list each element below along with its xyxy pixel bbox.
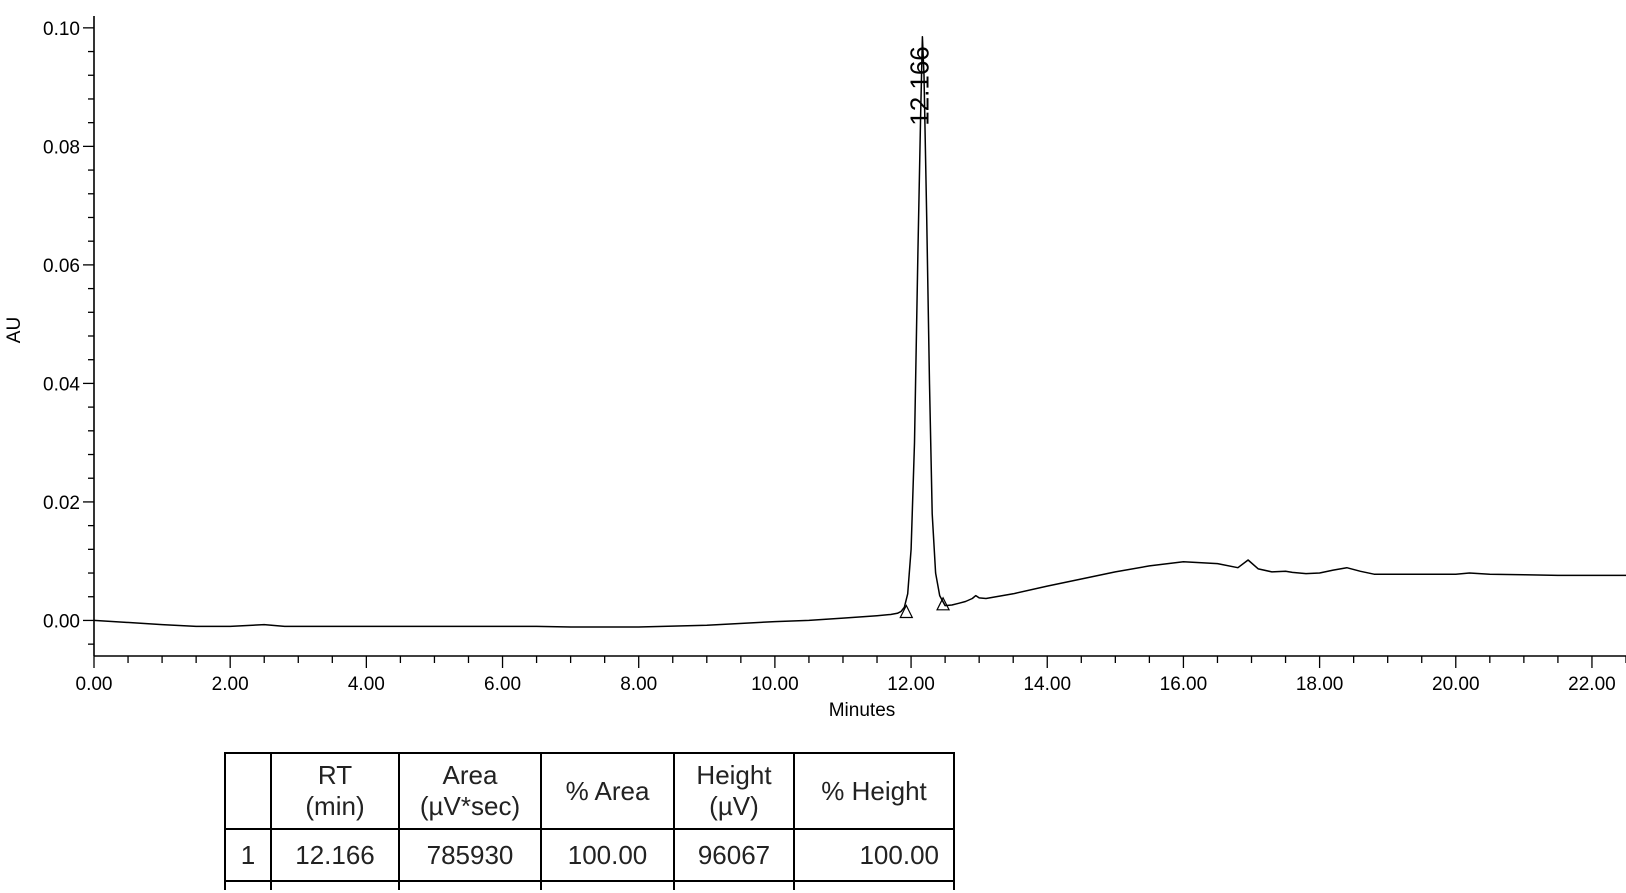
- header-pct-height: % Height: [793, 752, 955, 830]
- baseline-marker: [936, 596, 951, 611]
- x-tick-label: 12.00: [887, 674, 935, 695]
- x-tick-label: 8.00: [620, 674, 657, 695]
- header-rt: RT (min): [270, 752, 400, 830]
- y-tick-label: 0.04: [43, 374, 80, 395]
- cell-index: 1: [224, 828, 272, 882]
- x-tick-label: 14.00: [1023, 674, 1071, 695]
- x-tick-label: 10.00: [751, 674, 799, 695]
- cell-empty: [270, 880, 400, 890]
- trace-layer: [93, 35, 1626, 628]
- header-pct-area-text: % Area: [565, 775, 650, 806]
- chromatogram-trace: [93, 35, 1626, 628]
- axis-ticks: [83, 27, 1626, 668]
- cell-area: 785930: [398, 828, 542, 882]
- x-tick-label: 0.00: [76, 674, 113, 695]
- header-pct-area: % Area: [540, 752, 675, 830]
- cell-pct-area: 100.00: [540, 828, 675, 882]
- baseline-marker: [899, 604, 914, 619]
- axes: [93, 16, 1626, 657]
- x-tick-label: 22.00: [1568, 674, 1616, 695]
- x-axis-title: Minutes: [829, 700, 896, 721]
- cell-empty: [793, 880, 955, 890]
- header-area: Area (µV*sec): [398, 752, 542, 830]
- cell-rt: 12.166: [270, 828, 400, 882]
- peak-label: 12.166: [904, 46, 934, 126]
- header-area-line1: Area: [442, 760, 498, 790]
- header-area-line2: (µV*sec): [419, 791, 521, 821]
- y-axis-title: AU: [4, 317, 25, 343]
- y-tick-label: 0.06: [43, 256, 80, 277]
- header-rt-line1: RT: [317, 760, 353, 790]
- cell-empty: [540, 880, 675, 890]
- peak-table: RT (min) Area (µV*sec) % Area Height (µV…: [224, 752, 955, 890]
- x-tick-label: 16.00: [1160, 674, 1208, 695]
- cell-height: 96067: [673, 828, 795, 882]
- cell-empty: [673, 880, 795, 890]
- x-tick-label: 4.00: [348, 674, 385, 695]
- table-row-continuation: [224, 880, 955, 890]
- header-height: Height (µV): [673, 752, 795, 830]
- header-height-line2: (µV): [709, 791, 759, 821]
- table-row: 1 12.166 785930 100.00 96067 100.00: [224, 828, 955, 882]
- x-tick-label: 6.00: [484, 674, 521, 695]
- header-rt-line2: (min): [305, 791, 365, 821]
- x-tick-label: 18.00: [1296, 674, 1344, 695]
- header-height-line1: Height: [696, 760, 772, 790]
- y-tick-label: 0.02: [43, 493, 80, 514]
- tick-labels: 0.00 2.00 4.00 6.00 8.00 10.00 12.00 14.00 16.00…: [43, 19, 1616, 695]
- cell-empty: [398, 880, 542, 890]
- x-tick-label: 2.00: [212, 674, 249, 695]
- header-pct-height-text: % Height: [821, 775, 927, 806]
- cell-pct-height: 100.00: [793, 828, 955, 882]
- cell-empty: [224, 880, 272, 890]
- y-tick-label: 0.00: [43, 611, 80, 632]
- y-tick-label: 0.08: [43, 137, 80, 158]
- y-tick-label: 0.10: [43, 19, 80, 40]
- peak-table-header-row: RT (min) Area (µV*sec) % Area Height (µV…: [224, 752, 955, 830]
- x-tick-label: 20.00: [1432, 674, 1480, 695]
- header-index: [224, 752, 272, 830]
